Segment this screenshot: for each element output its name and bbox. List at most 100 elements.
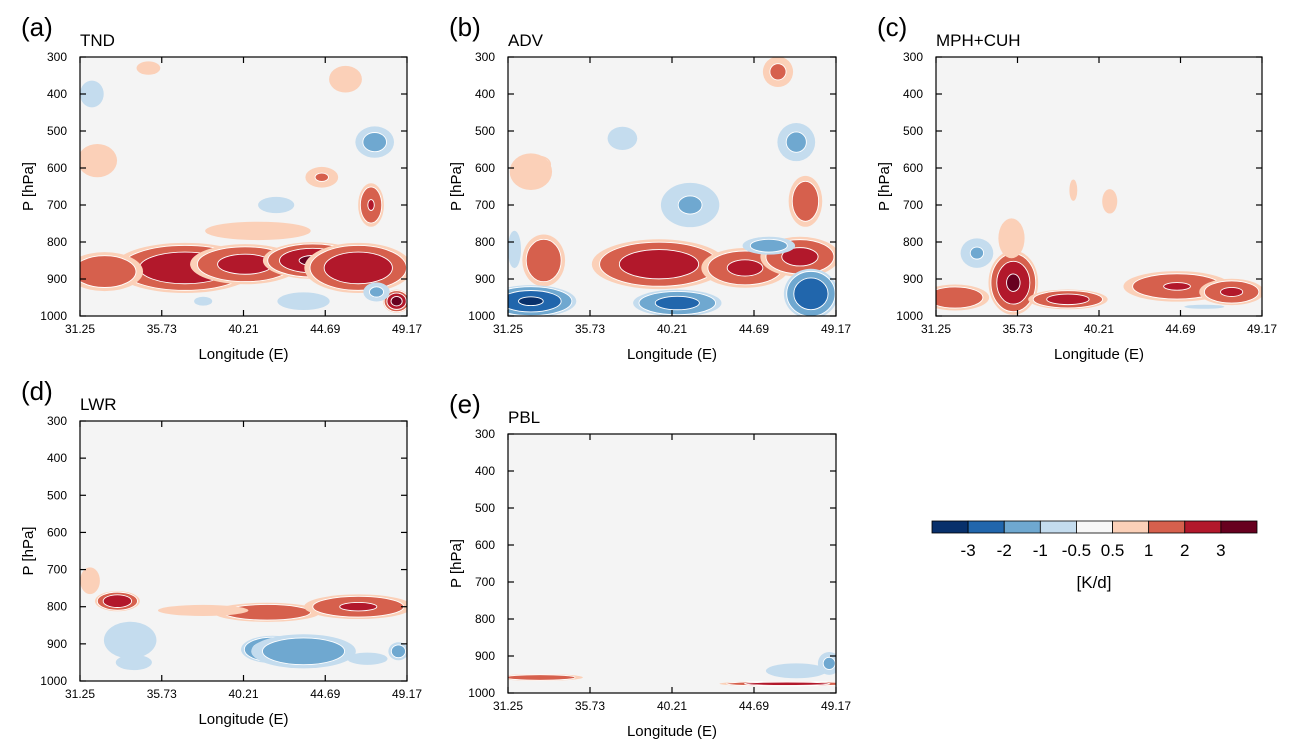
contour-field: [508, 57, 836, 316]
colorbar-tick-label: -0.5: [1062, 541, 1091, 560]
y-tick-label: 300: [475, 50, 495, 64]
x-tick-label: 35.73: [575, 699, 605, 713]
x-tick-label: 31.25: [921, 322, 951, 336]
y-tick-label: 600: [475, 538, 495, 552]
contour-feature: [522, 234, 566, 287]
y-tick-label: 300: [47, 414, 67, 428]
colorbar-tick-label: 0.5: [1101, 541, 1125, 560]
colorbar-swatch: [1003, 520, 1041, 534]
colorbar-swatch: [1039, 520, 1077, 534]
contour-band: [390, 644, 406, 659]
contour-band: [367, 199, 375, 211]
contour-feature: [304, 594, 407, 620]
y-tick-label: 800: [475, 235, 495, 249]
colorbar-tick-label: 2: [1180, 541, 1189, 560]
colorbar-swatch: [1076, 520, 1113, 534]
y-tick-label: 700: [903, 198, 923, 212]
contour-band: [518, 296, 544, 307]
contour-feature: [382, 289, 407, 313]
colorbar-swatch: [1184, 520, 1222, 534]
y-tick-label: 800: [47, 600, 67, 614]
y-axis-title: P [hPa]: [448, 539, 465, 588]
contour-band: [998, 218, 1025, 259]
contour-band: [1102, 189, 1118, 214]
panel-pbl: 31.25 35.73 40.21 44.69 49.17 300 400 500 600 700…: [448, 389, 851, 740]
contour-feature: [777, 123, 816, 162]
panel-letter: (c): [877, 12, 907, 42]
contour-feature: [1199, 278, 1262, 306]
x-tick-label: 44.69: [1165, 322, 1195, 336]
contour-feature: [194, 296, 213, 306]
x-tick-label: 31.25: [65, 687, 95, 701]
contour-band: [508, 230, 522, 269]
contour-feature: [633, 289, 722, 316]
colorbar-tick-label: 3: [1216, 541, 1225, 560]
contour-feature: [660, 182, 720, 228]
contour-feature: [251, 634, 356, 669]
x-axis-title: Longitude (E): [1054, 346, 1144, 363]
panel-title: LWR: [80, 395, 117, 414]
y-tick-label: 1000: [40, 309, 67, 323]
x-tick-label: 35.73: [1002, 322, 1032, 336]
colorbar-boxes: [931, 520, 1258, 534]
y-tick-label: 1000: [468, 309, 495, 323]
x-tick-label: 40.21: [657, 699, 687, 713]
panel-title: ADV: [508, 31, 544, 50]
y-tick-label: 400: [475, 464, 495, 478]
contour-band: [347, 652, 388, 665]
colorbar-tick-label: -3: [961, 541, 976, 560]
contour-band: [80, 143, 118, 178]
x-tick-label: 44.69: [310, 322, 340, 336]
contour-band: [677, 195, 703, 215]
colorbar: -3 -2 -1 -0.5 0.5 1 2 3 [K/d]: [931, 520, 1258, 592]
colorbar-units-label: [K/d]: [1077, 573, 1112, 592]
panel-title: TND: [80, 31, 115, 50]
x-tick-label: 31.25: [65, 322, 95, 336]
x-tick-label: 44.69: [310, 687, 340, 701]
colorbar-swatch: [1220, 520, 1258, 534]
contour-band: [390, 296, 403, 307]
contour-band: [80, 255, 137, 288]
contour-feature: [719, 680, 836, 687]
contour-band: [607, 126, 638, 151]
contour-band: [102, 594, 133, 608]
y-tick-label: 700: [47, 563, 67, 577]
contour-feature: [762, 57, 794, 88]
contour-band: [726, 259, 764, 277]
contour-band: [822, 656, 836, 670]
y-tick-label: 600: [475, 161, 495, 175]
contour-feature: [80, 80, 104, 108]
contour-field: [508, 651, 836, 687]
y-tick-label: 500: [903, 124, 923, 138]
x-tick-label: 49.17: [1247, 322, 1277, 336]
y-tick-label: 500: [475, 124, 495, 138]
x-tick-label: 49.17: [392, 322, 422, 336]
contour-band: [277, 292, 330, 311]
x-tick-label: 49.17: [821, 322, 851, 336]
y-tick-label: 800: [475, 612, 495, 626]
x-tick-label: 31.25: [493, 322, 523, 336]
y-tick-label: 600: [47, 161, 67, 175]
contour-feature: [509, 153, 553, 191]
contour-band: [314, 172, 329, 182]
y-tick-label: 500: [47, 488, 67, 502]
y-tick-label: 1000: [468, 686, 495, 700]
contour-feature: [258, 196, 295, 214]
contour-band: [1006, 273, 1021, 292]
y-tick-label: 700: [475, 575, 495, 589]
contour-band: [654, 295, 700, 311]
panel-lwr: 31.25 35.73 40.21 44.69 49.17 300 400 500 600 700…: [20, 376, 422, 728]
contour-band: [103, 621, 157, 659]
contour-band: [508, 674, 576, 681]
contour-field: [936, 179, 1262, 315]
x-axis-title: Longitude (E): [627, 346, 717, 363]
contour-feature: [1069, 179, 1078, 201]
contour-band: [329, 65, 362, 93]
contour-band: [1069, 179, 1078, 201]
contour-feature: [508, 230, 522, 269]
colorbar-swatch: [1148, 520, 1186, 534]
x-tick-label: 35.73: [575, 322, 605, 336]
y-axis-title: P [hPa]: [448, 162, 465, 211]
y-tick-label: 300: [47, 50, 67, 64]
